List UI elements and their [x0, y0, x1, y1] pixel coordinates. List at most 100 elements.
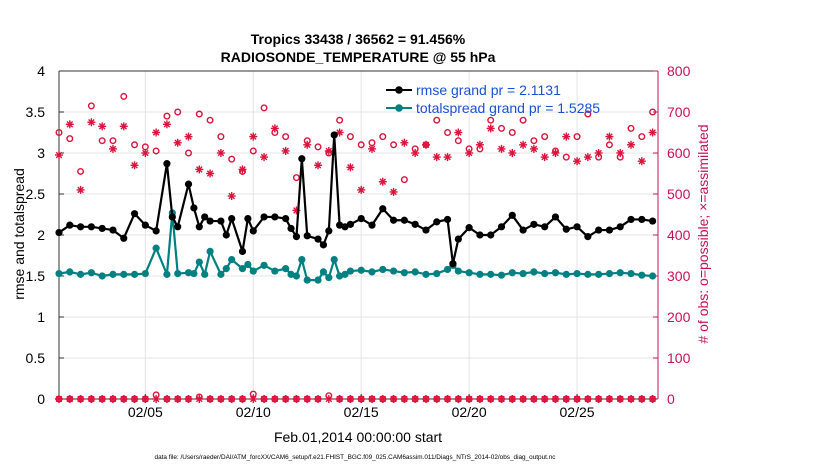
rmse-point [163, 160, 171, 168]
assimilated-marker [648, 128, 657, 137]
assimilated-marker [260, 153, 269, 162]
rmse-point [508, 211, 516, 219]
spread-point [497, 271, 506, 279]
rmse-point [168, 213, 176, 221]
assimilated-marker-stroke [77, 186, 84, 194]
assimilated-marker [627, 140, 636, 149]
rmse-point [551, 213, 560, 221]
possible-marker [519, 116, 527, 124]
assimilated-marker [249, 395, 258, 403]
assimilated-marker-stroke [638, 395, 646, 403]
assimilated-marker-stroke [249, 133, 257, 140]
assimilated-marker-stroke [465, 149, 473, 157]
assimilated-marker [130, 161, 139, 170]
assimilated-marker-stroke [584, 153, 592, 161]
spread-point [120, 270, 128, 278]
rmse-point [476, 231, 484, 239]
assimilated-marker-stroke [77, 395, 84, 403]
possible-marker [444, 128, 452, 136]
spread-point [130, 270, 139, 278]
possible-marker [185, 149, 193, 157]
assimilated-marker-stroke [649, 395, 656, 403]
assimilated-marker-stroke [314, 395, 322, 403]
rmse-point [319, 241, 328, 249]
footnote: data file: /Users/raeder/DAI/ATM_forcXX/… [155, 454, 557, 461]
assimilated-marker-stroke [573, 395, 581, 403]
spread-point [422, 270, 430, 278]
spread-point [228, 256, 236, 264]
rmse-point [357, 215, 365, 223]
spread-point [346, 267, 355, 275]
assimilated-marker [573, 157, 582, 166]
spread-point [314, 276, 322, 284]
rmse-point [443, 215, 452, 224]
possible-marker [487, 116, 495, 124]
x-tick-label: 02/20 [452, 404, 487, 420]
spread-point [206, 247, 214, 255]
assimilated-marker-stroke [595, 149, 602, 157]
assimilated-marker-stroke [98, 123, 106, 130]
assimilated-marker-stroke [55, 151, 63, 159]
assimilated-marker [551, 395, 560, 403]
assimilated-marker [540, 395, 549, 403]
assimilated-marker [87, 118, 96, 127]
assimilated-marker-stroke [109, 395, 117, 403]
assimilated-marker [87, 395, 96, 403]
assimilated-marker [216, 149, 225, 157]
assimilated-marker [594, 395, 603, 403]
assimilated-marker [119, 122, 128, 131]
spread-point [433, 269, 441, 278]
assimilated-marker-stroke [616, 395, 624, 403]
spread-point [627, 269, 635, 278]
x-tick-label: 02/10 [236, 404, 271, 420]
y-right-tick-label: 600 [667, 145, 691, 161]
assimilated-marker [173, 395, 182, 403]
possible-marker [400, 176, 408, 184]
possible-marker [541, 133, 549, 141]
rmse-point [120, 234, 128, 242]
rmse-point [379, 205, 387, 213]
rmse-point [249, 227, 257, 235]
spread-point [584, 270, 592, 278]
rmse-point [627, 215, 635, 224]
possible-marker [390, 141, 398, 149]
assimilated-marker [227, 192, 236, 201]
spread-point [562, 270, 570, 278]
possible-marker [152, 147, 160, 155]
assimilated-marker [443, 153, 452, 162]
possible-marker [379, 133, 387, 141]
possible-marker [584, 110, 592, 118]
rmse-point [530, 220, 538, 228]
assimilated-marker-stroke [649, 129, 656, 136]
assimilated-marker-stroke [174, 139, 182, 147]
legend-rmse-label: rmse grand pr = 2.1131 [416, 82, 561, 98]
rmse-point [497, 223, 506, 231]
assimilated-marker-stroke [174, 395, 182, 403]
assimilated-marker [475, 140, 484, 149]
rmse-point [287, 224, 295, 233]
possible-marker [206, 116, 214, 124]
assimilated-marker [411, 149, 420, 157]
spread-point [282, 265, 290, 273]
spread-point [163, 270, 171, 278]
assimilated-marker-stroke [185, 133, 192, 140]
chart-title: Tropics 33438 / 36562 = 91.456% [251, 31, 466, 47]
assimilated-marker-stroke [433, 395, 441, 403]
assimilated-marker-stroke [55, 395, 63, 403]
possible-marker [498, 124, 506, 132]
assimilated-marker-stroke [357, 186, 365, 194]
rmse-point [605, 226, 614, 234]
possible-marker [66, 135, 74, 143]
spread-point [238, 265, 247, 273]
spread-point [201, 270, 209, 278]
assimilated-marker [454, 395, 463, 403]
assimilated-marker [76, 185, 85, 194]
assimilated-marker-stroke [606, 395, 613, 403]
rmse-point [260, 213, 268, 221]
grid-lines [59, 70, 658, 400]
assimilated-marker-stroke [66, 121, 74, 128]
assimilated-marker-stroke [541, 153, 548, 161]
spread-point [222, 265, 230, 273]
rmse-point [519, 226, 527, 234]
assimilated-marker [249, 132, 258, 141]
